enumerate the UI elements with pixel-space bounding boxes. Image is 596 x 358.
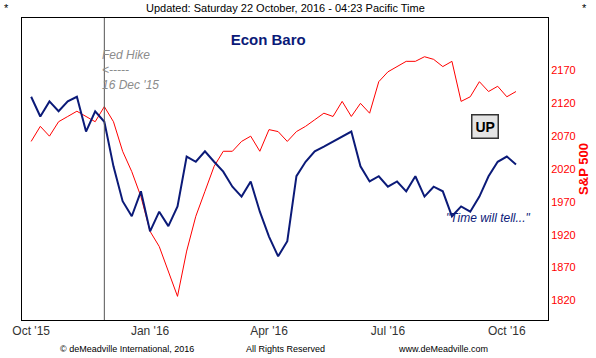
svg-text:16 Dec '15: 16 Dec '15 bbox=[102, 78, 159, 92]
svg-text:1820: 1820 bbox=[551, 294, 575, 306]
svg-text:All Rights Reserved: All Rights Reserved bbox=[246, 344, 325, 354]
svg-text:Jan '16: Jan '16 bbox=[131, 324, 170, 338]
svg-text:Oct '16: Oct '16 bbox=[488, 324, 526, 338]
svg-text:*: * bbox=[582, 2, 587, 14]
svg-text:Apr '16: Apr '16 bbox=[250, 324, 288, 338]
svg-text:2170: 2170 bbox=[551, 64, 575, 76]
svg-text:Jul '16: Jul '16 bbox=[371, 324, 406, 338]
svg-text:2120: 2120 bbox=[551, 97, 575, 109]
svg-text:"Time will tell...": "Time will tell..." bbox=[446, 211, 530, 225]
svg-text:Fed Hike: Fed Hike bbox=[102, 48, 150, 62]
svg-text:1920: 1920 bbox=[551, 229, 575, 241]
svg-text:*: * bbox=[4, 2, 9, 14]
svg-text:Oct '15: Oct '15 bbox=[12, 324, 50, 338]
svg-text:UP: UP bbox=[476, 119, 495, 135]
svg-text:Updated: Saturday 22 October,: Updated: Saturday 22 October, 2016 - 04:… bbox=[146, 2, 425, 14]
svg-text:1970: 1970 bbox=[551, 196, 575, 208]
svg-text:2020: 2020 bbox=[551, 163, 575, 175]
svg-text:Econ Baro: Econ Baro bbox=[231, 31, 306, 48]
svg-text:www.deMeadville.com: www.deMeadville.com bbox=[398, 344, 488, 354]
svg-text:© deMeadville International, 2: © deMeadville International, 2016 bbox=[60, 344, 194, 354]
svg-text:S&P 500: S&P 500 bbox=[576, 143, 591, 195]
svg-text:2070: 2070 bbox=[551, 130, 575, 142]
svg-text:<-----: <----- bbox=[102, 63, 129, 77]
svg-text:1870: 1870 bbox=[551, 261, 575, 273]
